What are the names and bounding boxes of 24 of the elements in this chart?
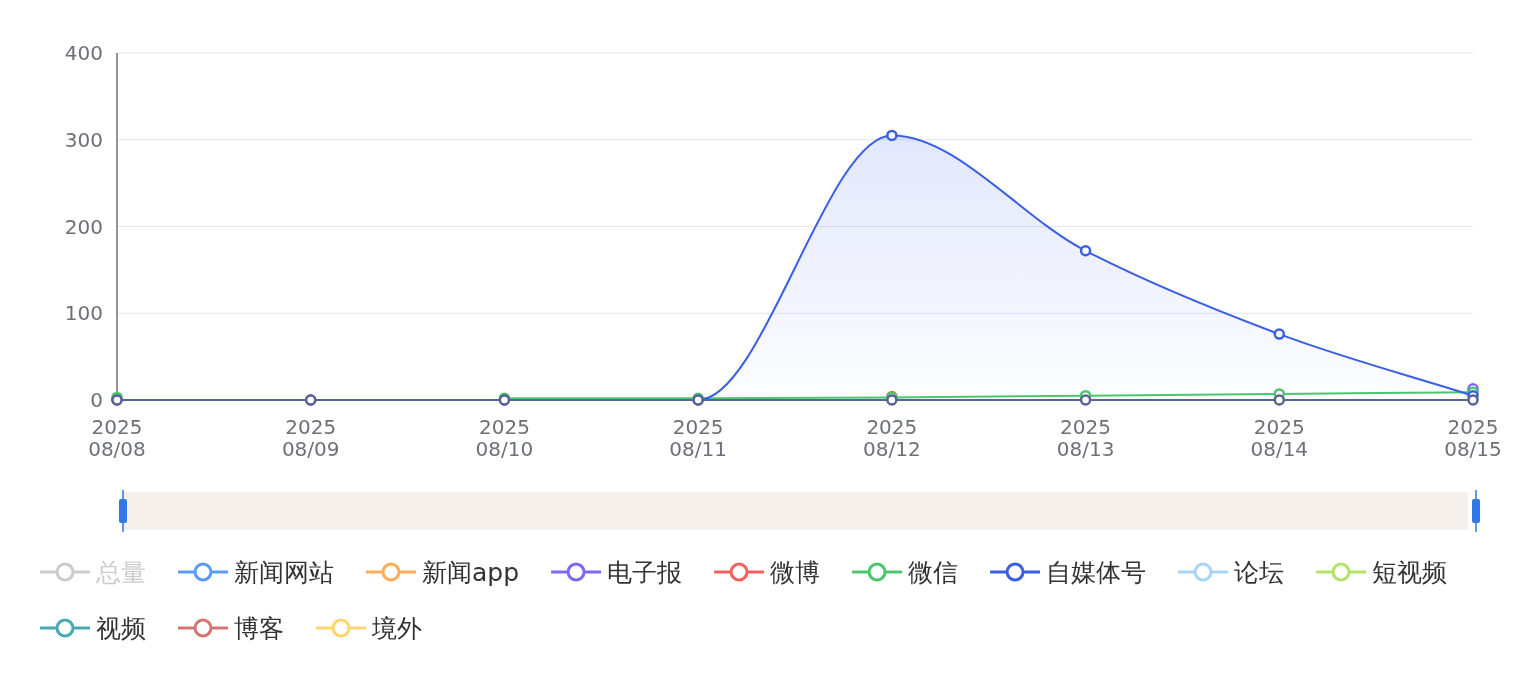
x-tick-label: 2025 08/14 — [1250, 415, 1309, 461]
legend-label: 新闻app — [422, 558, 520, 587]
y-tick-label: 0 — [90, 388, 103, 412]
x-tick-label: 2025 08/15 — [1444, 415, 1502, 461]
legend-label: 新闻网站 — [234, 558, 334, 587]
legend-label: 视频 — [96, 614, 146, 643]
y-tick-label: 100 — [64, 301, 103, 326]
x-tick-label: 2025 08/13 — [1056, 415, 1115, 461]
x-tick-label: 2025 08/08 — [88, 415, 146, 461]
y-tick-label: 400 — [64, 41, 103, 65]
y-tick-label: 200 — [64, 214, 103, 239]
x-tick-label: 2025 08/09 — [281, 415, 340, 461]
legend-label: 微博 — [770, 558, 821, 587]
legend-label: 短视频 — [1372, 558, 1448, 587]
y-tick-label: 300 — [64, 127, 103, 152]
legend-label: 自媒体号 — [1046, 558, 1147, 587]
legend-label: 博客 — [234, 614, 284, 643]
legend-label: 境外 — [371, 614, 422, 643]
x-tick-label: 2025 08/10 — [475, 415, 534, 461]
x-tick-label: 2025 08/12 — [863, 415, 921, 461]
x-tick-label: 2025 08/11 — [669, 415, 727, 461]
legend-label: 论坛 — [1234, 558, 1285, 587]
legend-label: 电子报 — [607, 558, 683, 587]
legend-label: 微信 — [908, 558, 959, 587]
